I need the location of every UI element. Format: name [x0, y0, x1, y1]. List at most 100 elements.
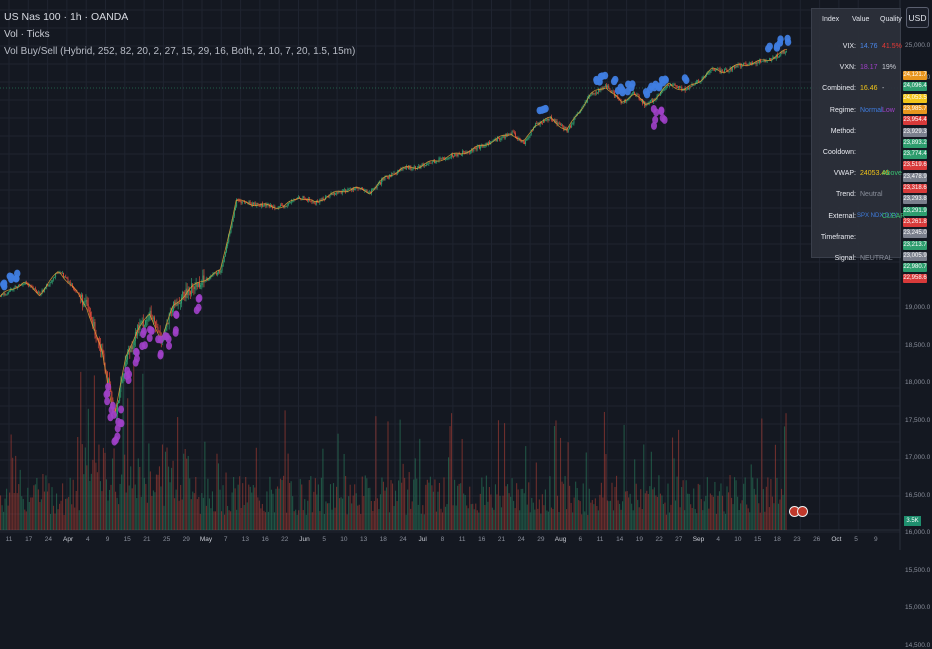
volume-bar	[741, 500, 743, 530]
panel-row-label: VIX:	[842, 43, 856, 50]
volume-bar	[172, 460, 174, 530]
indicator-info-panel: Index Value Quality VIX: 14.76 41.5% VXN: 18…	[811, 8, 905, 262]
candle-body	[733, 66, 735, 68]
volume-bar	[40, 499, 42, 530]
candle-body	[19, 284, 21, 286]
panel-row-label: VWAP:	[833, 170, 856, 178]
candle-body	[693, 84, 695, 86]
candle-body	[672, 84, 674, 86]
volume-bar	[746, 504, 748, 530]
candle-body	[185, 288, 187, 298]
vol-buy-sell-study-label[interactable]: Vol Buy/Sell (Hybrid, 252, 82, 20, 2, 27…	[4, 46, 356, 57]
candle-body	[563, 125, 565, 130]
volume-bar	[322, 448, 324, 530]
candle-body	[391, 172, 393, 177]
candle-body	[685, 89, 687, 91]
panel-row-label: Regime:	[829, 106, 856, 114]
time-axis-label: 9	[873, 536, 878, 543]
candle-body	[756, 62, 758, 65]
candle-body	[64, 276, 66, 278]
panel-row-value: Neutral	[860, 191, 883, 199]
candle-body	[781, 52, 783, 53]
volume-bar	[246, 502, 248, 530]
volume-bar	[122, 370, 124, 530]
volume-bar	[124, 454, 126, 530]
volume-bar	[711, 495, 713, 530]
volume-bar	[296, 514, 298, 530]
candle-body	[740, 65, 742, 67]
candle-body	[80, 294, 82, 297]
candle-body	[239, 200, 241, 202]
volume-bar	[587, 514, 589, 530]
sell-marker	[193, 306, 200, 315]
us-flag-icon[interactable]	[797, 506, 808, 517]
volume-bar	[535, 462, 537, 530]
candle-body	[190, 291, 192, 295]
candle-body	[120, 382, 122, 392]
volume-bar	[606, 500, 608, 530]
candle-body	[657, 94, 659, 96]
volume-study-label[interactable]: Vol · Ticks	[4, 29, 50, 40]
candle-body	[595, 92, 597, 94]
volume-bar	[408, 472, 410, 530]
volume-bar	[608, 501, 610, 530]
volume-bar	[295, 509, 297, 530]
volume-bar	[768, 507, 770, 530]
candle-body	[278, 206, 280, 207]
price-tick-label: 19,000.0	[905, 304, 931, 311]
candle-body	[779, 55, 781, 57]
volume-bar	[202, 497, 204, 530]
candle-body	[67, 278, 69, 282]
volume-bar	[646, 490, 648, 530]
volume-bar	[767, 477, 769, 530]
volume-bar	[528, 482, 530, 530]
candle-body	[14, 286, 16, 288]
candle-body	[241, 201, 243, 204]
volume-bar	[496, 494, 498, 530]
volume-bar	[670, 504, 672, 530]
vwap-line	[0, 48, 788, 413]
candle-body	[413, 166, 415, 168]
candle-body	[664, 88, 666, 90]
symbol-title[interactable]: US Nas 100 · 1h · OANDA	[4, 11, 129, 23]
price-level-label: 23,261.8	[903, 217, 927, 227]
candle-body	[151, 318, 153, 320]
candle-body	[320, 199, 322, 201]
price-chart[interactable]	[0, 0, 932, 550]
candle-body	[773, 56, 775, 59]
currency-button[interactable]: USD	[906, 7, 929, 28]
sell-marker	[658, 106, 665, 115]
volume-bar	[661, 495, 663, 530]
volume-bar	[679, 507, 681, 530]
candle-body	[459, 153, 461, 155]
volume-bar	[687, 493, 689, 530]
candle-body	[621, 102, 623, 104]
volume-bar	[370, 501, 372, 530]
candle-body	[261, 203, 263, 207]
candle-body	[243, 201, 245, 203]
volume-bar	[652, 489, 654, 530]
candle-body	[611, 91, 613, 93]
volume-bar	[437, 491, 439, 530]
candle-body	[747, 63, 749, 65]
candle-body	[501, 136, 503, 139]
volume-bar	[478, 512, 480, 530]
volume-bar	[503, 423, 506, 530]
candle-body	[79, 295, 81, 297]
candle-body	[22, 284, 24, 286]
volume-bar	[19, 469, 21, 530]
volume-bar	[779, 499, 781, 530]
candle-body	[154, 317, 156, 322]
volume-bar	[487, 501, 489, 530]
candle-body	[754, 62, 756, 64]
candle-body	[427, 163, 429, 165]
candle-body	[366, 189, 368, 193]
volume-bar	[311, 512, 313, 530]
candle-body	[231, 220, 233, 228]
candle-body	[589, 96, 591, 97]
candle-body	[394, 172, 396, 174]
volume-bar	[104, 452, 106, 530]
volume-bar	[384, 490, 386, 530]
candle-body	[183, 291, 185, 294]
candle-body	[659, 92, 661, 96]
